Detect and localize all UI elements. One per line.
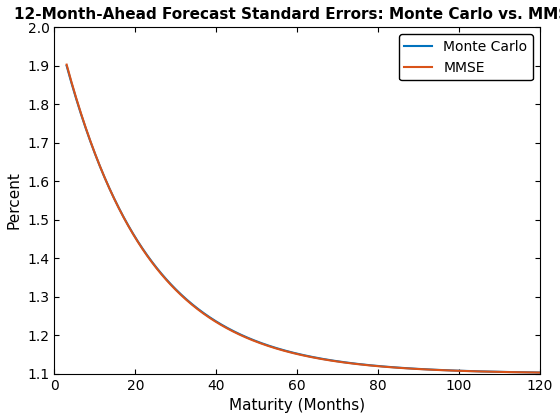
MMSE (525, 370, 532, 375)
Monte Carlo (291, 350, 297, 355)
Y-axis label: Percent: Percent (7, 171, 22, 229)
Legend: Monte Carlo, MMSE: Monte Carlo, MMSE (399, 34, 533, 80)
MMSE (345, 360, 352, 365)
Monte Carlo (525, 370, 532, 375)
Title: 12-Month-Ahead Forecast Standard Errors: Monte Carlo vs. MMSE: 12-Month-Ahead Forecast Standard Errors:… (15, 7, 560, 22)
MMSE (63, 62, 70, 67)
MMSE (451, 368, 458, 373)
Monte Carlo (345, 360, 352, 365)
MMSE (288, 350, 295, 355)
Monte Carlo (536, 370, 543, 375)
MMSE (319, 357, 326, 362)
MMSE (536, 370, 543, 375)
Monte Carlo (63, 63, 70, 68)
MMSE (291, 351, 297, 356)
Monte Carlo (319, 357, 326, 362)
Line: Monte Carlo: Monte Carlo (67, 66, 540, 373)
Line: MMSE: MMSE (67, 65, 540, 373)
X-axis label: Maturity (Months): Maturity (Months) (229, 398, 365, 413)
Monte Carlo (451, 368, 458, 373)
Monte Carlo (288, 350, 295, 355)
